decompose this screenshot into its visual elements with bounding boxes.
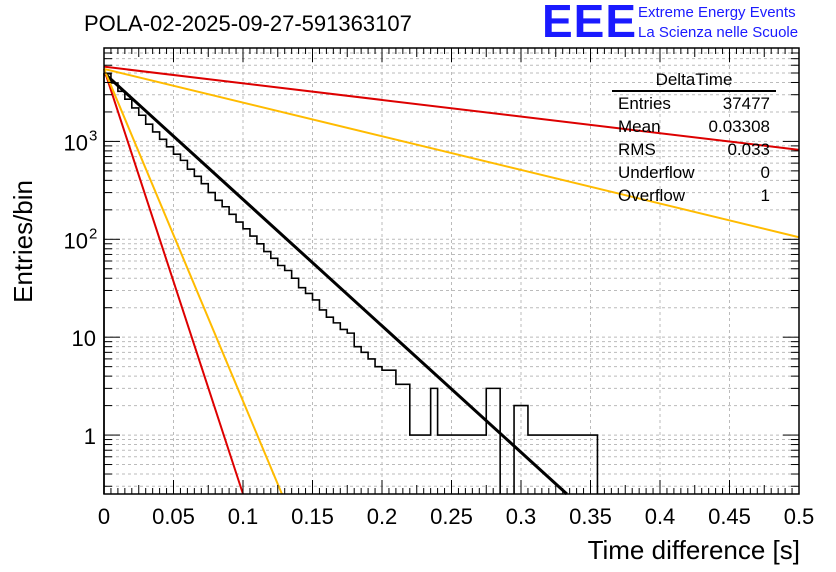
x-tick-label: 0 <box>98 504 110 529</box>
bound-line <box>103 68 244 495</box>
x-tick-labels: 0 0.05 0.1 0.15 0.2 0.25 0.3 0.35 0.4 0.45 0.5 <box>98 504 814 529</box>
fit-lines <box>102 65 800 496</box>
x-tick-label: 0.15 <box>291 504 334 529</box>
stats-value: 1 <box>760 186 770 205</box>
y-tick-label: 1 <box>84 424 96 449</box>
x-tick-label: 0.1 <box>228 504 259 529</box>
eee-logo: EEE <box>542 0 638 47</box>
stats-value: 37477 <box>722 94 770 113</box>
x-tick-label: 0.3 <box>506 504 537 529</box>
chart-title: POLA-02-2025-09-27-591363107 <box>84 11 412 36</box>
x-tick-label: 0.2 <box>367 504 398 529</box>
y-tick-exponent: 3 <box>89 127 97 144</box>
bound-line <box>103 65 800 151</box>
stats-label: Overflow <box>618 186 686 205</box>
axis-ticks <box>103 47 800 494</box>
histogram-outline <box>103 73 599 494</box>
stats-value: 0.03308 <box>708 117 770 136</box>
stats-row-entries: Entries 37477 <box>608 92 780 115</box>
stats-row-underflow: Underflow 0 <box>608 161 780 184</box>
y-tick-label: 10 <box>72 326 96 351</box>
stats-label: RMS <box>618 140 656 159</box>
stats-label: Entries <box>618 94 671 113</box>
x-axis-label: Time difference [s] <box>588 535 800 565</box>
stats-row-mean: Mean 0.03308 <box>608 115 780 138</box>
y-tick-exponent: 2 <box>89 225 97 242</box>
grid <box>104 47 799 494</box>
y-tick-label: 10 <box>64 130 88 155</box>
stats-row-rms: RMS 0.033 <box>608 138 780 161</box>
fit-line <box>102 71 568 496</box>
y-tick-label: 10 <box>64 228 88 253</box>
x-tick-label: 0.5 <box>784 504 815 529</box>
stats-label: Mean <box>618 117 661 136</box>
bound-line <box>103 67 800 239</box>
x-tick-label: 0.4 <box>645 504 676 529</box>
x-tick-label: 0.45 <box>708 504 751 529</box>
logo-line-1: Extreme Energy Events <box>638 4 796 21</box>
stats-value: 0 <box>760 163 770 182</box>
x-tick-label: 0.05 <box>152 504 195 529</box>
stats-row-overflow: Overflow 1 <box>608 184 780 207</box>
histogram <box>103 73 599 494</box>
bound-line <box>103 68 283 495</box>
stats-title: DeltaTime <box>612 70 776 92</box>
stats-value: 0.033 <box>727 140 770 159</box>
x-tick-label: 0.25 <box>430 504 473 529</box>
stats-box: DeltaTime Entries 37477 Mean 0.03308 RMS… <box>608 70 780 206</box>
logo-line-2: La Scienza nelle Scuole <box>638 24 799 41</box>
x-tick-label: 0.35 <box>569 504 612 529</box>
stats-label: Underflow <box>618 163 695 182</box>
y-axis-label: Entries/bin <box>8 180 38 303</box>
